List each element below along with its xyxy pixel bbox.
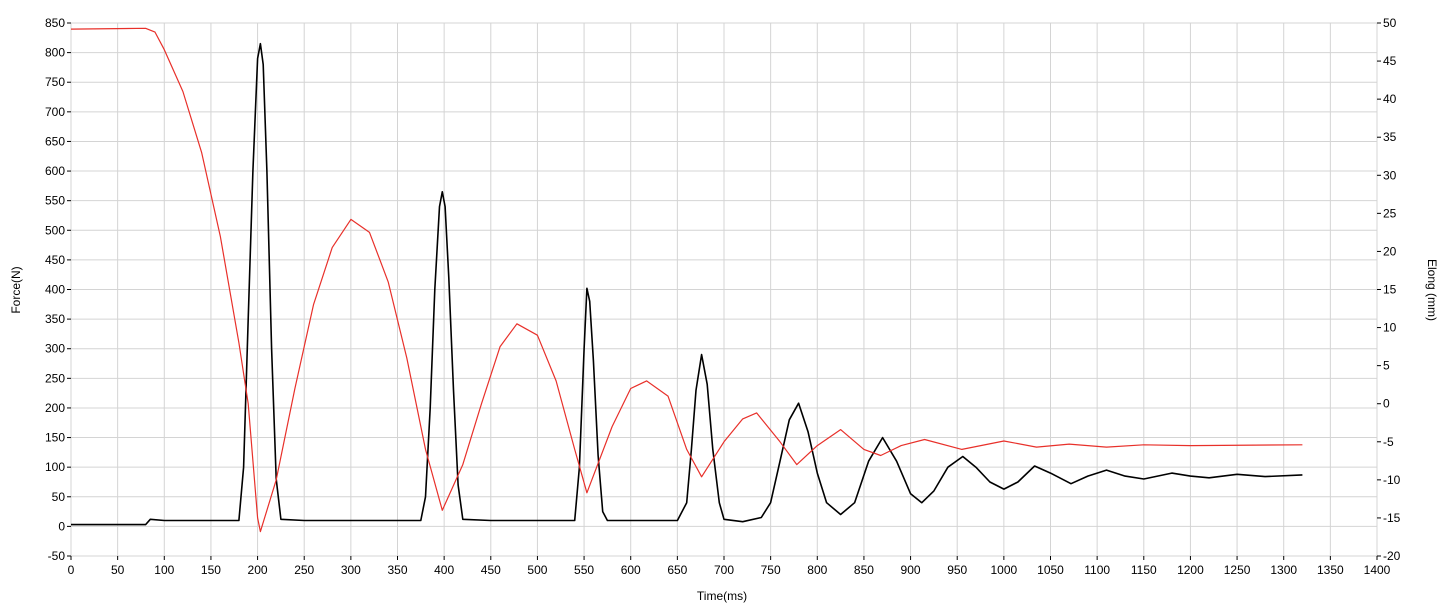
data-line [71, 42, 1303, 526]
y-axis-title: Force(N) [9, 266, 23, 313]
y2-axis-title: Elong (mm) [1425, 259, 1439, 321]
x-tick-label: 500 [527, 563, 547, 577]
x-tick-label: 1300 [1270, 563, 1297, 577]
y-tick-label: -50 [48, 549, 66, 563]
y-tick-label: 550 [45, 194, 65, 208]
y2-tick-label: 25 [1383, 206, 1397, 220]
y2-tick-label: 0 [1383, 397, 1390, 411]
x-tick-label: 900 [901, 563, 921, 577]
x-tick-label: 200 [248, 563, 268, 577]
y2-tick-label: 45 [1383, 54, 1397, 68]
y-tick-label: 200 [45, 401, 65, 415]
y-tick-label: 100 [45, 460, 65, 474]
y-tick-label: 500 [45, 223, 65, 237]
y2-tick-label: 50 [1383, 16, 1397, 30]
x-tick-label: 250 [294, 563, 314, 577]
x-tick-label: 1350 [1317, 563, 1344, 577]
y2-tick-label: 30 [1383, 168, 1397, 182]
x-tick-label: 300 [341, 563, 361, 577]
y-tick-label: 250 [45, 371, 65, 385]
y-tick-label: 750 [45, 75, 65, 89]
x-tick-label: 0 [68, 563, 75, 577]
y-tick-label: 50 [52, 490, 66, 504]
x-tick-label: 1150 [1131, 563, 1157, 577]
x-tick-label: 1050 [1037, 563, 1064, 577]
x-tick-label: 1000 [991, 563, 1018, 577]
y-tick-label: 850 [45, 16, 65, 30]
y2-tick-label: 35 [1383, 130, 1397, 144]
y-tick-label: 350 [45, 312, 65, 326]
x-tick-label: 150 [201, 563, 221, 577]
y2-tick-label: 40 [1383, 92, 1397, 106]
x-tick-label: 850 [854, 563, 874, 577]
x-tick-label: 550 [574, 563, 594, 577]
y-tick-label: 300 [45, 342, 65, 356]
y2-tick-label: 20 [1383, 244, 1397, 258]
y-tick-label: 400 [45, 283, 65, 297]
data-line [70, 27, 1303, 533]
y2-tick-label: 5 [1383, 359, 1390, 373]
x-tick-label: 700 [714, 563, 734, 577]
y-tick-label: 800 [45, 46, 65, 60]
x-tick-label: 800 [807, 563, 827, 577]
x-tick-label: 650 [667, 563, 687, 577]
x-tick-label: 450 [481, 563, 501, 577]
y2-tick-label: -10 [1383, 473, 1401, 487]
y2-tick-label: -5 [1383, 435, 1394, 449]
x-tick-label: 1200 [1177, 563, 1204, 577]
x-tick-label: 400 [434, 563, 454, 577]
y-tick-label: 150 [45, 431, 65, 445]
x-tick-label: 1250 [1224, 563, 1251, 577]
y2-tick-label: -20 [1383, 549, 1401, 563]
x-axis-title: Time(ms) [697, 589, 747, 603]
y-tick-label: 650 [45, 134, 65, 148]
x-tick-label: 950 [947, 563, 967, 577]
x-tick-label: 350 [387, 563, 407, 577]
x-tick-label: 100 [154, 563, 174, 577]
y-tick-label: 0 [58, 519, 65, 533]
y2-tick-label: -15 [1383, 511, 1401, 525]
y2-tick-label: 10 [1383, 321, 1397, 335]
x-tick-label: 600 [621, 563, 641, 577]
y-tick-label: 700 [45, 105, 65, 119]
y2-tick-label: 15 [1383, 283, 1397, 297]
y-tick-label: 600 [45, 164, 65, 178]
x-tick-label: 1100 [1084, 563, 1110, 577]
x-tick-label: 1400 [1364, 563, 1391, 577]
y-tick-label: 450 [45, 253, 65, 267]
x-tick-label: 750 [761, 563, 781, 577]
x-tick-label: 50 [111, 563, 125, 577]
